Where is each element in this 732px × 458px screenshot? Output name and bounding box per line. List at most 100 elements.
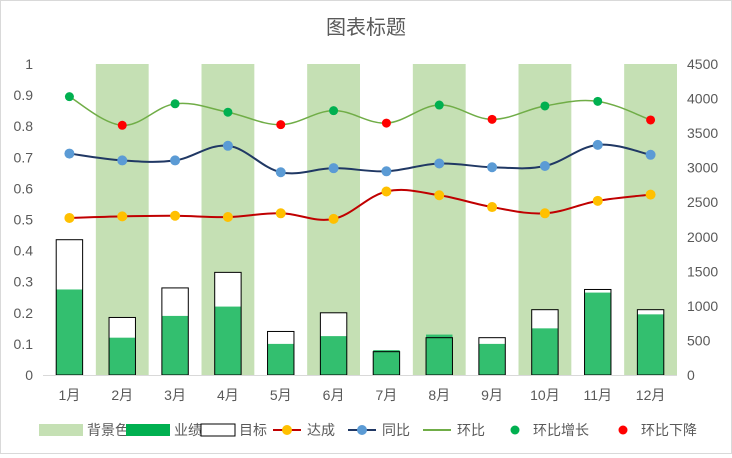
left-axis-tick-label: 0.8 [14, 118, 34, 134]
achievement-point [222, 212, 233, 223]
yoy-point [381, 166, 392, 177]
left-axis-tick-label: 0.6 [14, 180, 34, 196]
performance-bar [478, 343, 506, 375]
legend-label: 业绩 [174, 422, 202, 438]
mom-point [381, 118, 391, 128]
left-axis-tick-label: 0.5 [14, 212, 34, 228]
mom-point [64, 92, 74, 102]
achievement-point [170, 210, 181, 221]
performance-bar [56, 289, 83, 375]
performance-bar [426, 334, 453, 375]
mom-point [540, 101, 550, 111]
legend-swatch-dot [510, 425, 520, 435]
legend-item: 业绩 [126, 422, 202, 438]
legend-swatch-dot [282, 425, 292, 435]
performance-bar [161, 315, 189, 375]
performance-bar [267, 343, 294, 375]
mom-point [434, 100, 444, 110]
lines [64, 92, 656, 224]
achievement-point [487, 202, 498, 213]
legend-swatch-bar [126, 424, 170, 436]
achievement-point [434, 190, 445, 201]
right-axis-tick-label: 4500 [687, 56, 718, 72]
line-mom [69, 95, 651, 127]
yoy-point [434, 158, 445, 169]
achievement-point [64, 212, 75, 223]
legend-item: 目标 [200, 422, 267, 438]
legend-label: 达成 [307, 422, 335, 438]
performance-bar [320, 336, 347, 375]
yoy-point [170, 155, 181, 166]
x-axis-tick-label: 10月 [530, 387, 560, 403]
legend-swatch-band [39, 424, 83, 436]
mom-point [223, 107, 233, 117]
performance-bar [214, 306, 242, 375]
left-axis-tick-label: 0.4 [14, 243, 34, 259]
mom-point [276, 120, 286, 130]
achievement-point [645, 189, 656, 200]
right-axis-tick-label: 500 [687, 332, 711, 348]
legend-label: 背景色 [87, 422, 129, 438]
x-axis-tick-label: 1月 [59, 387, 81, 403]
right-axis-tick-label: 4000 [687, 91, 718, 107]
performance-bar [531, 328, 559, 375]
achievement-point [381, 186, 392, 197]
legend-swatch-outline [200, 423, 236, 437]
mom-point [646, 115, 656, 125]
right-axis-tick-label: 2500 [687, 194, 718, 210]
performance-bar [584, 292, 611, 375]
yoy-point [328, 163, 339, 174]
x-axis-tick-label: 4月 [217, 387, 239, 403]
achievement-point [328, 213, 339, 224]
legend-item: 环比 [423, 422, 485, 438]
mom-point [487, 114, 497, 124]
x-axis-tick-label: 7月 [376, 387, 398, 403]
achievement-point [117, 211, 128, 222]
axes: 0 0.1 0.2 0.3 0.4 0.5 0.6 0.7 0.8 0.9 1 0 500 1000 150… [14, 56, 719, 403]
bars [55, 239, 665, 376]
achievement-point [539, 208, 550, 219]
yoy-point [539, 161, 550, 172]
legend-label: 环比 [457, 422, 485, 438]
legend-item: 达成 [273, 422, 335, 438]
x-axis-tick-label: 8月 [428, 387, 450, 403]
background-band [412, 64, 466, 375]
right-axis-tick-label: 1000 [687, 298, 718, 314]
x-axis-tick-label: 9月 [481, 387, 503, 403]
achievement-point [275, 208, 286, 219]
legend-label: 同比 [382, 422, 410, 438]
x-axis-tick-label: 3月 [164, 387, 186, 403]
performance-bar [373, 350, 400, 375]
x-axis-tick-label: 5月 [270, 387, 292, 403]
yoy-point [64, 148, 75, 159]
mom-point [170, 99, 180, 109]
performance-bar [637, 314, 664, 375]
left-axis-tick-label: 0 [25, 367, 33, 383]
yoy-point [275, 167, 286, 178]
yoy-point [592, 139, 603, 150]
mom-point [593, 96, 603, 106]
left-axis-tick-label: 0.2 [14, 305, 34, 321]
mom-point [117, 120, 127, 130]
achievement-point [592, 195, 603, 206]
x-axis-tick-label: 11月 [583, 387, 612, 403]
legend-item: 同比 [348, 422, 410, 438]
right-axis-tick-label: 2000 [687, 229, 718, 245]
legend-label: 目标 [239, 422, 267, 438]
left-axis-tick-label: 1 [25, 56, 33, 72]
x-axis-tick-label: 2月 [111, 387, 133, 403]
chart-title: 图表标题 [326, 16, 406, 39]
right-axis-tick-label: 1500 [687, 263, 718, 279]
left-axis-tick-label: 0.1 [14, 336, 34, 352]
yoy-point [222, 140, 233, 151]
legend-item: 背景色 [39, 422, 129, 438]
legend-swatch-dot [357, 425, 367, 435]
yoy-point [117, 155, 128, 166]
right-axis-tick-label: 3500 [687, 125, 718, 141]
legend-swatch-dot [618, 425, 628, 435]
legend-item: 环比增长 [510, 422, 589, 438]
left-axis-tick-label: 0.9 [14, 87, 34, 103]
mom-point [329, 106, 339, 116]
x-axis-tick-label: 6月 [323, 387, 345, 403]
yoy-point [487, 162, 498, 173]
